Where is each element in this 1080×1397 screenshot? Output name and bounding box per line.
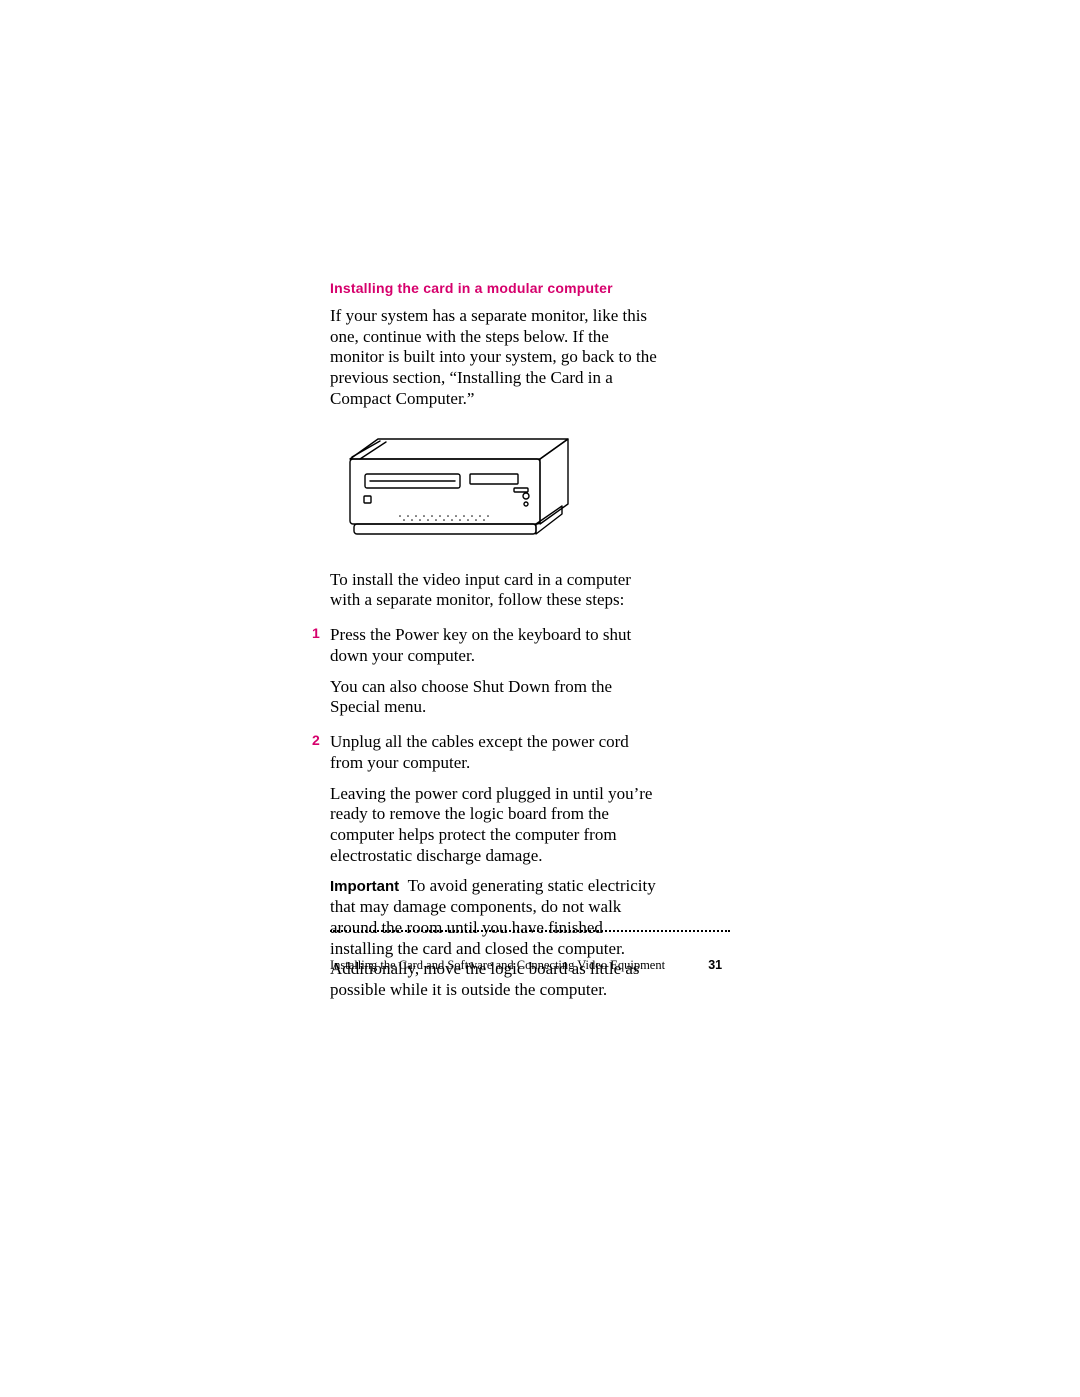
step-paragraph: Leaving the power cord plugged in until …	[330, 784, 665, 867]
step-paragraph: Unplug all the cables except the power c…	[330, 732, 665, 773]
page-number: 31	[708, 958, 722, 972]
step-paragraph: Press the Power key on the keyboard to s…	[330, 625, 665, 666]
lead-in-paragraph: To install the video input card in a com…	[330, 570, 665, 611]
intro-paragraph: If your system has a separate monitor, l…	[330, 306, 665, 410]
step-number: 2	[312, 732, 320, 748]
footer-chapter-title: Installing the Card and Software and Con…	[330, 958, 665, 972]
computer-case-icon	[330, 424, 590, 554]
step-item: 1 Press the Power key on the keyboard to…	[330, 625, 665, 718]
step-body: Press the Power key on the keyboard to s…	[330, 625, 665, 718]
steps-list: 1 Press the Power key on the keyboard to…	[330, 625, 665, 1001]
content-area: Installing the card in a modular compute…	[330, 280, 665, 1015]
footer-rule	[330, 930, 730, 932]
section-heading: Installing the card in a modular compute…	[330, 280, 665, 296]
step-number: 1	[312, 625, 320, 641]
step-paragraph: You can also choose Shut Down from the S…	[330, 677, 665, 718]
page-footer: Installing the Card and Software and Con…	[330, 958, 730, 973]
important-note: Important To avoid generating static ele…	[330, 876, 665, 1000]
computer-illustration	[330, 424, 590, 554]
manual-page: Installing the card in a modular compute…	[0, 0, 1080, 1397]
important-label: Important	[330, 878, 399, 895]
